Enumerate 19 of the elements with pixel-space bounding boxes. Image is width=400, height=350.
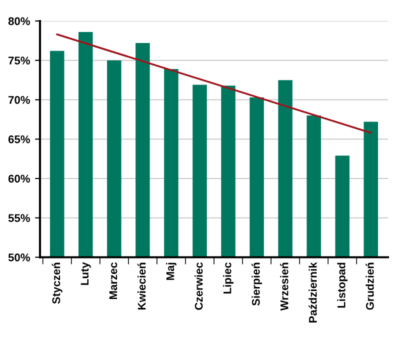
x-tick-label: Październik bbox=[308, 262, 317, 322]
x-tick-label: Czerwiec bbox=[194, 262, 203, 310]
x-tick-label: Sierpień bbox=[252, 262, 262, 306]
x-tick-label: Lipiec bbox=[223, 262, 234, 294]
y-tick-label: 60% bbox=[8, 174, 30, 183]
y-tick-label: 75% bbox=[8, 56, 30, 65]
x-tick-label: Luty bbox=[80, 262, 91, 285]
x-tick-label: Wrzesień bbox=[280, 262, 288, 311]
x-tick-label: Styczeń bbox=[52, 262, 62, 304]
x-tick-label: Kwiecień bbox=[137, 262, 146, 310]
x-tick-label: Grudzień bbox=[366, 262, 374, 310]
y-tick-label: 70% bbox=[8, 96, 30, 104]
y-tick-label: 65% bbox=[8, 135, 30, 144]
y-tick-label: 80% bbox=[8, 17, 30, 26]
x-tick-label: Marzec bbox=[109, 262, 118, 300]
x-tick-label: Maj bbox=[166, 262, 176, 280]
x-tick-label: Listopad bbox=[337, 262, 348, 308]
y-tick-label: 50% bbox=[8, 254, 30, 262]
y-tick-label: 55% bbox=[8, 214, 30, 222]
